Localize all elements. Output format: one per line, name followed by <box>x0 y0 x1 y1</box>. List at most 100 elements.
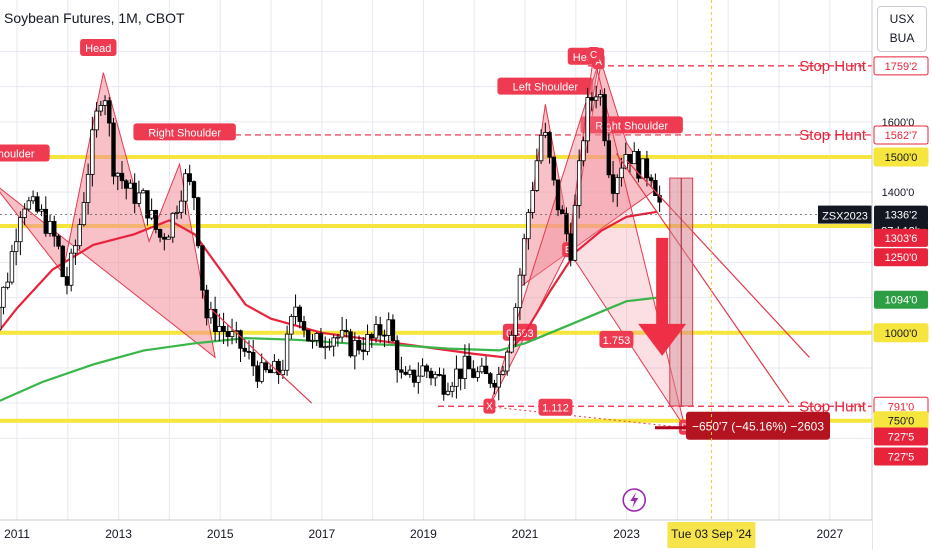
candle-body <box>318 333 324 348</box>
x-tick-label: 2021 <box>512 527 539 541</box>
pattern-label: Left Shoulder <box>0 148 35 160</box>
level-axis-badge <box>873 323 929 343</box>
harmonic-point-label: X <box>486 402 493 413</box>
price-axis-badge <box>874 447 928 466</box>
price-axis-badge <box>874 290 928 309</box>
x-tick-label: 2027 <box>816 527 843 541</box>
candle-body <box>64 276 70 286</box>
candle-body <box>335 336 341 339</box>
candle-body <box>403 371 408 375</box>
down-arrow-head <box>638 323 687 356</box>
candle-body <box>505 351 510 372</box>
candle-body <box>488 373 493 384</box>
candle-body <box>136 192 142 204</box>
candle-body <box>471 368 476 378</box>
candle-body <box>564 213 569 235</box>
candle-body <box>479 365 485 373</box>
currency-bottom: BUA <box>889 31 915 45</box>
candle-body <box>653 180 658 197</box>
harmonic-point-label: A <box>595 57 602 68</box>
level-axis-badge <box>873 125 929 145</box>
candle-body <box>500 370 506 375</box>
candle-body <box>640 158 645 179</box>
candle-body <box>399 369 404 373</box>
candle-body <box>111 122 116 177</box>
price-axis-badge-text: 1094'0 <box>885 295 918 307</box>
candle-body <box>466 355 472 370</box>
price-axis-badge-text: 1250'0 <box>885 252 918 264</box>
candle-body <box>200 245 205 291</box>
candle-body <box>390 319 396 342</box>
candle-body <box>85 173 91 203</box>
candle-body <box>365 334 370 352</box>
pattern-label-bg <box>80 39 117 57</box>
candle-body <box>280 369 286 376</box>
candle-body <box>301 321 307 331</box>
price-axis-badge <box>874 228 928 247</box>
candle-body <box>22 208 27 218</box>
candle-body <box>428 370 434 379</box>
candle-body <box>60 245 65 277</box>
price-axis-badge-text: 1336'2 <box>885 210 918 222</box>
stop-hunt-label: Stop Hunt <box>799 58 867 75</box>
price-axis-badge-text: 727'5 <box>888 432 915 444</box>
candle-body <box>297 306 302 322</box>
measure-label-bg <box>686 411 831 440</box>
candle-body <box>102 100 108 106</box>
trendline <box>209 307 313 404</box>
pattern-label: Right Shoulder <box>595 120 668 132</box>
level-axis-text: 791'0 <box>888 401 915 413</box>
candle-body <box>331 337 336 347</box>
currency-top: USX <box>889 12 915 26</box>
x-tick-label: 2019 <box>410 527 437 541</box>
measure-label-text: −650'7 (−45.16%) −2603 <box>692 420 824 434</box>
currency-unit-button[interactable]: USX BUA <box>877 6 927 52</box>
candle-body <box>246 350 252 353</box>
x-tick-label: 2011 <box>4 527 30 541</box>
x-tick-label: 2013 <box>105 527 132 541</box>
candle-body <box>132 182 137 204</box>
candle-body <box>492 383 497 388</box>
level-axis-badge <box>873 56 929 76</box>
candle-body <box>119 172 125 182</box>
candle-body <box>153 209 159 230</box>
candle-body <box>255 365 260 382</box>
candle-body <box>517 274 523 309</box>
candle-body <box>267 369 273 374</box>
candle-body <box>361 349 366 352</box>
candle-body <box>610 174 616 194</box>
candle-body <box>47 220 53 234</box>
candle-body <box>225 331 231 338</box>
candle-body <box>77 224 82 247</box>
stop-hunt-label: Stop Hunt <box>799 127 867 144</box>
moving-average-red <box>0 210 658 359</box>
candle-body <box>107 100 112 124</box>
candle-body <box>170 212 175 238</box>
candle-body <box>90 129 95 175</box>
x-tick-label: 2023 <box>613 527 640 541</box>
pattern-label: Left Shoulder <box>513 82 579 94</box>
pattern-label-bg <box>133 123 236 141</box>
level-axis-text: 1562'7 <box>885 130 918 142</box>
candle-body <box>217 325 222 332</box>
candle-body <box>458 368 463 379</box>
candle-body <box>373 324 379 339</box>
candle-body <box>534 160 540 191</box>
candle-body <box>157 229 163 238</box>
candle-body <box>30 196 36 202</box>
candle-body <box>411 369 417 383</box>
candle-body <box>52 220 57 237</box>
candle-body <box>322 346 328 349</box>
candle-body <box>420 365 425 377</box>
candle-body <box>555 179 561 211</box>
candle-body <box>339 329 345 338</box>
candle-body <box>568 233 573 261</box>
candle-body <box>648 177 654 181</box>
candle-body <box>204 289 209 319</box>
candle-body <box>606 140 612 176</box>
ratio-label: 1.753 <box>603 335 631 347</box>
candle-body <box>276 360 281 376</box>
current-date-text: Tue 03 Sep '24 <box>671 527 752 541</box>
